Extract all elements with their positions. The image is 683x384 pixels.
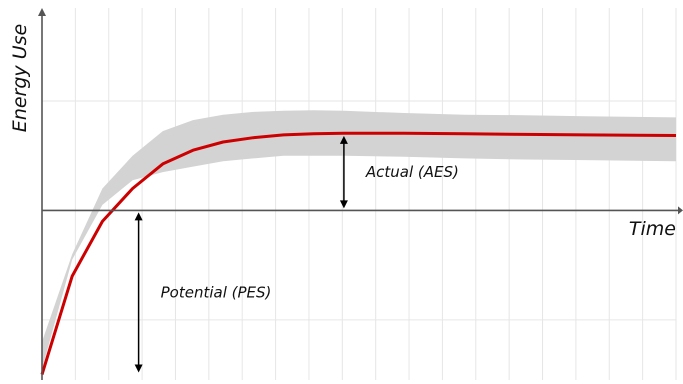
aes-arrow-up-icon — [339, 135, 348, 144]
pes-arrow-up-icon — [134, 212, 143, 221]
axes — [38, 8, 683, 380]
x-axis-label: Time — [629, 218, 676, 240]
aes-arrow-down-icon — [339, 200, 348, 209]
y-axis-arrow-icon — [38, 8, 46, 16]
y-axis-label: Energy Use — [9, 24, 31, 132]
x-axis-arrow-icon — [678, 206, 683, 215]
aes-label: Actual (AES) — [365, 163, 459, 181]
energy-use-line — [40, 131, 677, 375]
grid — [42, 8, 677, 380]
uncertainty-band — [42, 110, 676, 370]
annotations: Actual (AES) Potential (PES) — [134, 135, 459, 373]
pes-arrow-down-icon — [134, 364, 143, 373]
pes-label: Potential (PES) — [161, 283, 272, 301]
